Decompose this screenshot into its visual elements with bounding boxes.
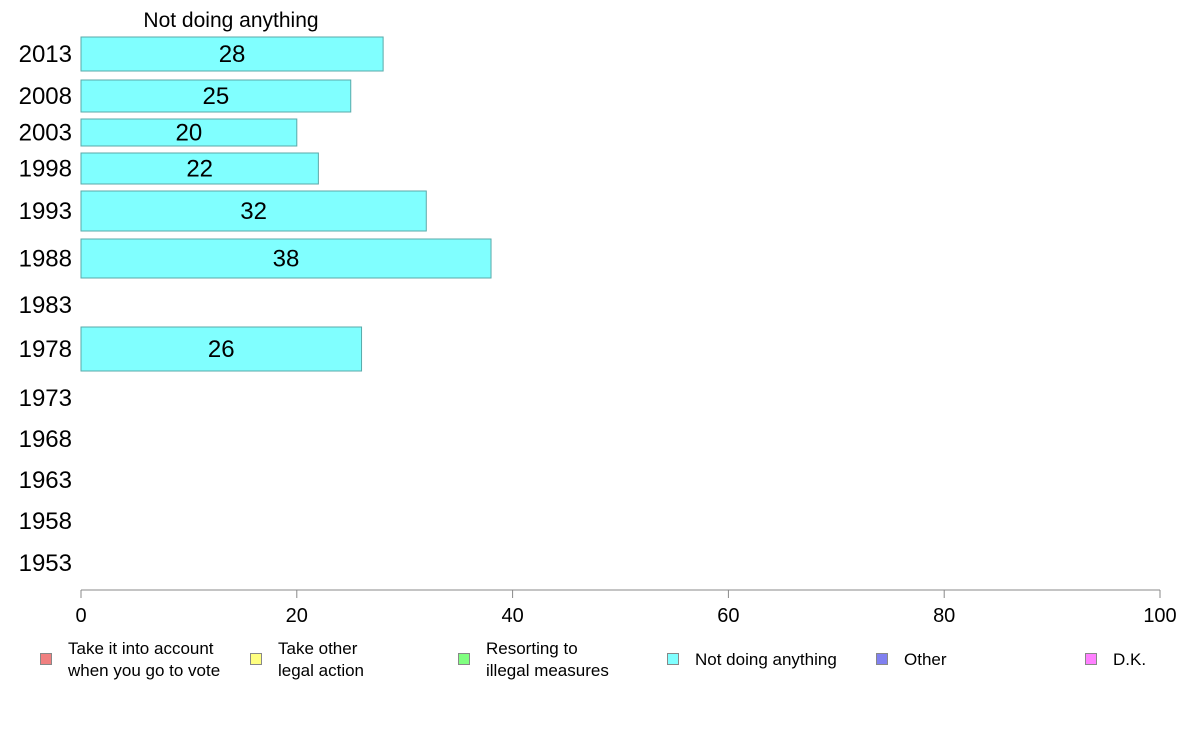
- y-tick-label: 1953: [19, 550, 72, 577]
- bar-value-label: 25: [203, 83, 230, 110]
- legend-label: Not doing anything: [695, 650, 837, 669]
- y-tick-label: 1988: [19, 246, 72, 273]
- y-tick-label: 1978: [19, 336, 72, 363]
- bar: [80, 118, 298, 147]
- legend-label: Other: [904, 650, 947, 669]
- bar-value-label: 38: [273, 246, 300, 273]
- legend-swatch: [667, 653, 679, 665]
- legend-swatch: [876, 653, 888, 665]
- legend-label: Take it into account when you go to vote: [68, 639, 221, 680]
- legend-item: Take it into account when you go to vote: [40, 638, 220, 682]
- y-tick-label: 1973: [19, 385, 72, 412]
- y-tick-label: 2013: [19, 41, 72, 68]
- x-tick-label: 20: [286, 605, 308, 627]
- chart-title: Not doing anything: [143, 9, 318, 32]
- bar-value-label: 20: [176, 120, 203, 147]
- bar-value-label: 32: [240, 198, 267, 225]
- legend-item: Other: [876, 638, 947, 671]
- bar: [80, 238, 492, 279]
- bar: [80, 36, 384, 72]
- x-tick-label: 40: [501, 605, 523, 627]
- legend-item: Not doing anything: [667, 638, 837, 671]
- y-tick-label: 1993: [19, 198, 72, 225]
- bar-value-label: 22: [186, 156, 213, 183]
- legend-swatch: [250, 653, 262, 665]
- legend-item: D.K.: [1085, 638, 1146, 671]
- legend-item: Resorting to illegal measures: [458, 638, 609, 682]
- y-tick-label: 1958: [19, 508, 72, 535]
- legend-label: Take other legal action: [278, 639, 365, 680]
- y-tick-label: 1983: [19, 292, 72, 319]
- bar: [80, 326, 363, 372]
- legend-swatch: [458, 653, 470, 665]
- legend-label: D.K.: [1113, 650, 1147, 669]
- y-tick-label: 2008: [19, 83, 72, 110]
- x-tick-label: 80: [933, 605, 955, 627]
- legend-swatch: [40, 653, 52, 665]
- y-tick-label: 2003: [19, 120, 72, 147]
- y-tick-label: 1963: [19, 467, 72, 494]
- bar-value-label: 26: [208, 336, 235, 363]
- legend-label: Resorting to illegal measures: [486, 639, 609, 680]
- x-tick-label: 60: [717, 605, 739, 627]
- legend-item: Take other legal action: [250, 638, 364, 682]
- legend: Take it into account when you go to vote…: [0, 638, 1188, 698]
- x-tick-label: 0: [75, 605, 86, 627]
- y-tick-label: 1998: [19, 156, 72, 183]
- bar: [80, 79, 352, 113]
- x-tick-label: 100: [1143, 605, 1176, 627]
- y-tick-label: 1968: [19, 426, 72, 453]
- legend-swatch: [1085, 653, 1097, 665]
- bar-value-label: 28: [219, 41, 246, 68]
- bar: [80, 190, 427, 232]
- bar: [80, 152, 319, 185]
